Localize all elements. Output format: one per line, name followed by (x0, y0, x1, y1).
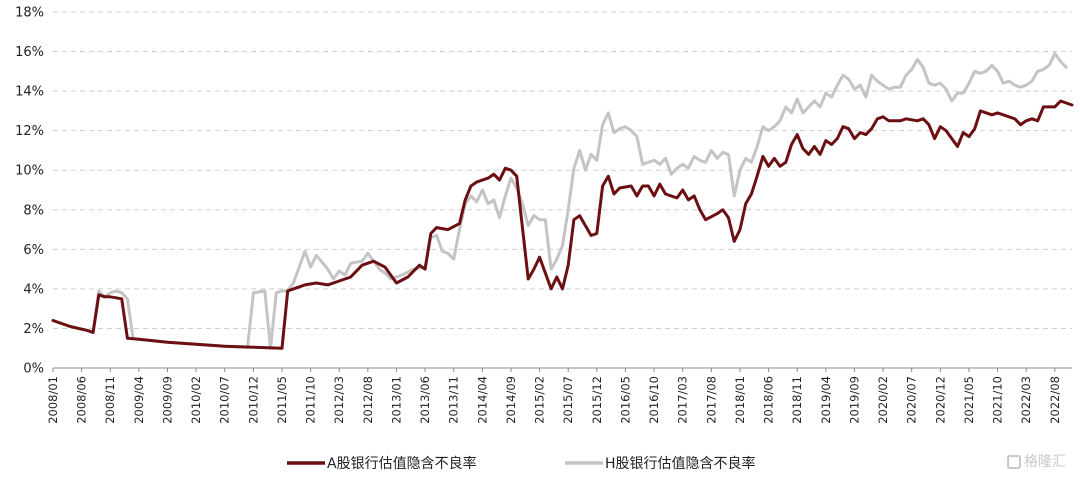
x-tick-label: 2010/02 (189, 376, 203, 424)
y-tick-label: 18% (15, 6, 44, 21)
x-tick-label: 2013/06 (418, 376, 432, 424)
y-tick-label: 10% (15, 164, 44, 179)
x-tick-label: 2010/12 (246, 376, 260, 424)
x-tick-label: 2009/04 (132, 376, 146, 424)
x-tick-label: 2012/03 (332, 376, 346, 424)
x-tick-label: 2021/05 (962, 376, 976, 424)
x-tick-label: 2015/12 (590, 376, 604, 424)
series-h-line (51, 52, 1068, 350)
x-tick-label: 2019/04 (819, 376, 833, 424)
x-tick-label: 2017/03 (676, 376, 690, 424)
x-tick-label: 2020/12 (933, 376, 947, 424)
watermark-logo-icon (1007, 455, 1021, 469)
x-tick-label: 2017/08 (704, 376, 718, 424)
y-tick-label: 8% (23, 203, 44, 218)
x-tick-label: 2018/06 (762, 376, 776, 424)
x-tick-label: 2008/11 (103, 376, 117, 424)
x-tick-label: 2011/10 (304, 376, 318, 424)
x-tick-label: 2010/07 (218, 376, 232, 424)
x-tick-label: 2022/08 (1048, 376, 1062, 424)
x-tick-label: 2016/10 (647, 376, 661, 424)
x-tick-label: 2016/05 (618, 376, 632, 424)
x-tick-label: 2021/10 (991, 376, 1005, 424)
x-tick-label: 2011/05 (275, 376, 289, 424)
x-tick-label: 2014/04 (475, 376, 489, 424)
y-tick-label: 14% (15, 85, 44, 100)
y-axis-tick-labels: 0% 2% 4% 6% 8% 10% 12% 14% 16% 18% (15, 6, 44, 377)
legend: A股银行估值隐含不良率 H股银行估值隐含不良率 (287, 455, 756, 472)
gridlines (53, 11, 1072, 329)
legend-label-h: H股银行估值隐含不良率 (605, 455, 756, 472)
x-tick-label: 2009/09 (160, 376, 174, 424)
x-tick-label: 2020/07 (905, 376, 919, 424)
x-tick-label: 2015/07 (561, 376, 575, 424)
x-tick-label: 2014/09 (504, 376, 518, 424)
watermark-text: 格隆汇 (1024, 454, 1066, 470)
legend-label-a: A股银行估值隐含不良率 (327, 455, 477, 472)
x-tick-label: 2022/03 (1019, 376, 1033, 424)
watermark: 格隆汇 (1007, 451, 1066, 471)
x-tick-label: 2008/06 (75, 376, 89, 424)
x-axis-tick-labels: 2008/01 2008/06 2008/11 2009/04 2009/09 2010/… (46, 368, 1062, 424)
series-a-line (51, 99, 1074, 350)
series-lines (51, 52, 1074, 350)
x-tick-label: 2013/11 (447, 376, 461, 424)
x-tick-label: 2018/11 (790, 376, 804, 424)
y-tick-label: 4% (23, 282, 44, 297)
x-tick-label: 2008/01 (46, 376, 60, 424)
y-tick-label: 12% (15, 124, 44, 139)
x-tick-label: 2018/01 (733, 376, 747, 424)
y-tick-label: 6% (23, 243, 44, 258)
x-tick-label: 2019/09 (847, 376, 861, 424)
x-tick-label: 2013/01 (389, 376, 403, 424)
y-tick-label: 2% (23, 322, 44, 337)
y-tick-label: 16% (15, 45, 44, 60)
x-tick-label: 2020/02 (876, 376, 890, 424)
x-tick-label: 2012/08 (361, 376, 375, 424)
x-tick-label: 2015/02 (533, 376, 547, 424)
y-tick-label: 0% (23, 362, 44, 377)
